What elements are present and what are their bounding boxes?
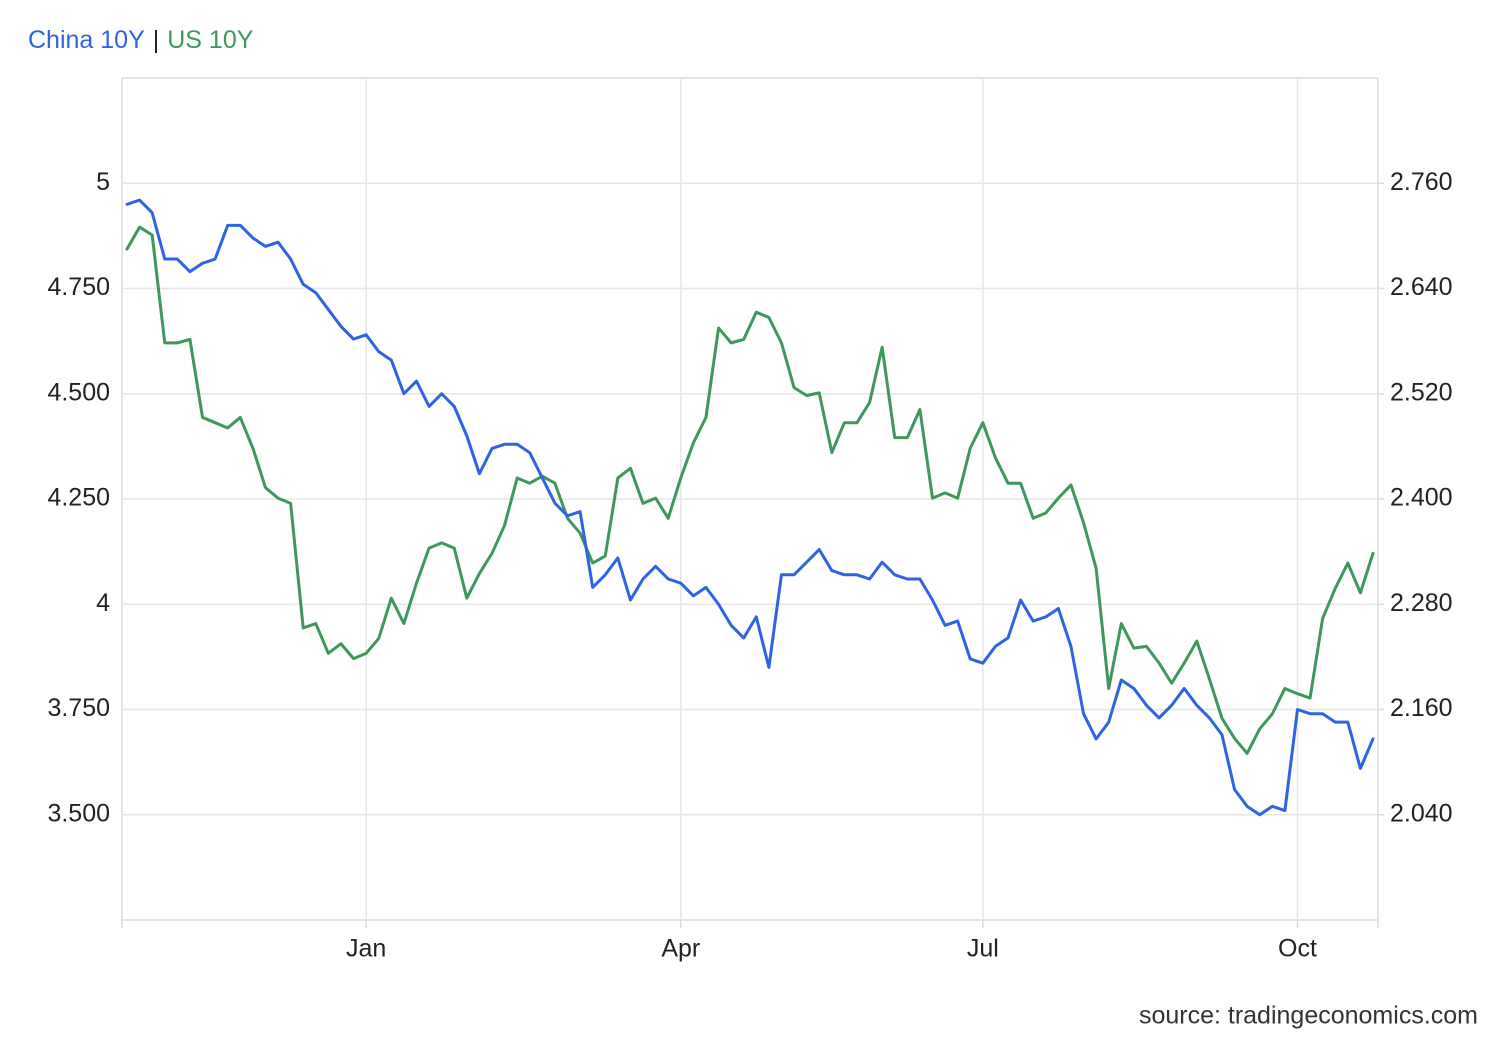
y2-tick-label: 2.160: [1390, 694, 1453, 722]
y2-tick-label: 2.040: [1390, 799, 1453, 827]
y2-tick-label: 2.760: [1390, 168, 1453, 196]
y-tick-label: 4.750: [47, 273, 110, 301]
y-tick-label: 4.250: [47, 484, 110, 512]
source-note: source: tradingeconomics.com: [1139, 1002, 1478, 1030]
legend-separator: |: [153, 26, 160, 54]
legend-entry: US 10Y: [167, 26, 253, 54]
y-tick-label: 3.500: [47, 799, 110, 827]
y2-tick-label: 2.640: [1390, 273, 1453, 301]
x-tick-label: Apr: [661, 935, 700, 963]
series-line: [125, 198, 1375, 817]
y-tick-label: 4.500: [47, 378, 110, 406]
legend: China 10Y | US 10Y: [28, 26, 254, 54]
x-tick-label: Jan: [346, 935, 386, 963]
y2-tick-label: 2.520: [1390, 378, 1453, 406]
y-tick-label: 4: [96, 589, 110, 617]
y-tick-label: 5: [96, 168, 110, 196]
y-tick-label: 3.750: [47, 694, 110, 722]
y2-tick-label: 2.400: [1390, 484, 1453, 512]
x-tick-label: Oct: [1278, 935, 1317, 963]
series-line: [125, 225, 1375, 755]
legend-entry: China 10Y: [28, 26, 145, 54]
x-tick-label: Jul: [967, 935, 999, 963]
y2-tick-label: 2.280: [1390, 589, 1453, 617]
